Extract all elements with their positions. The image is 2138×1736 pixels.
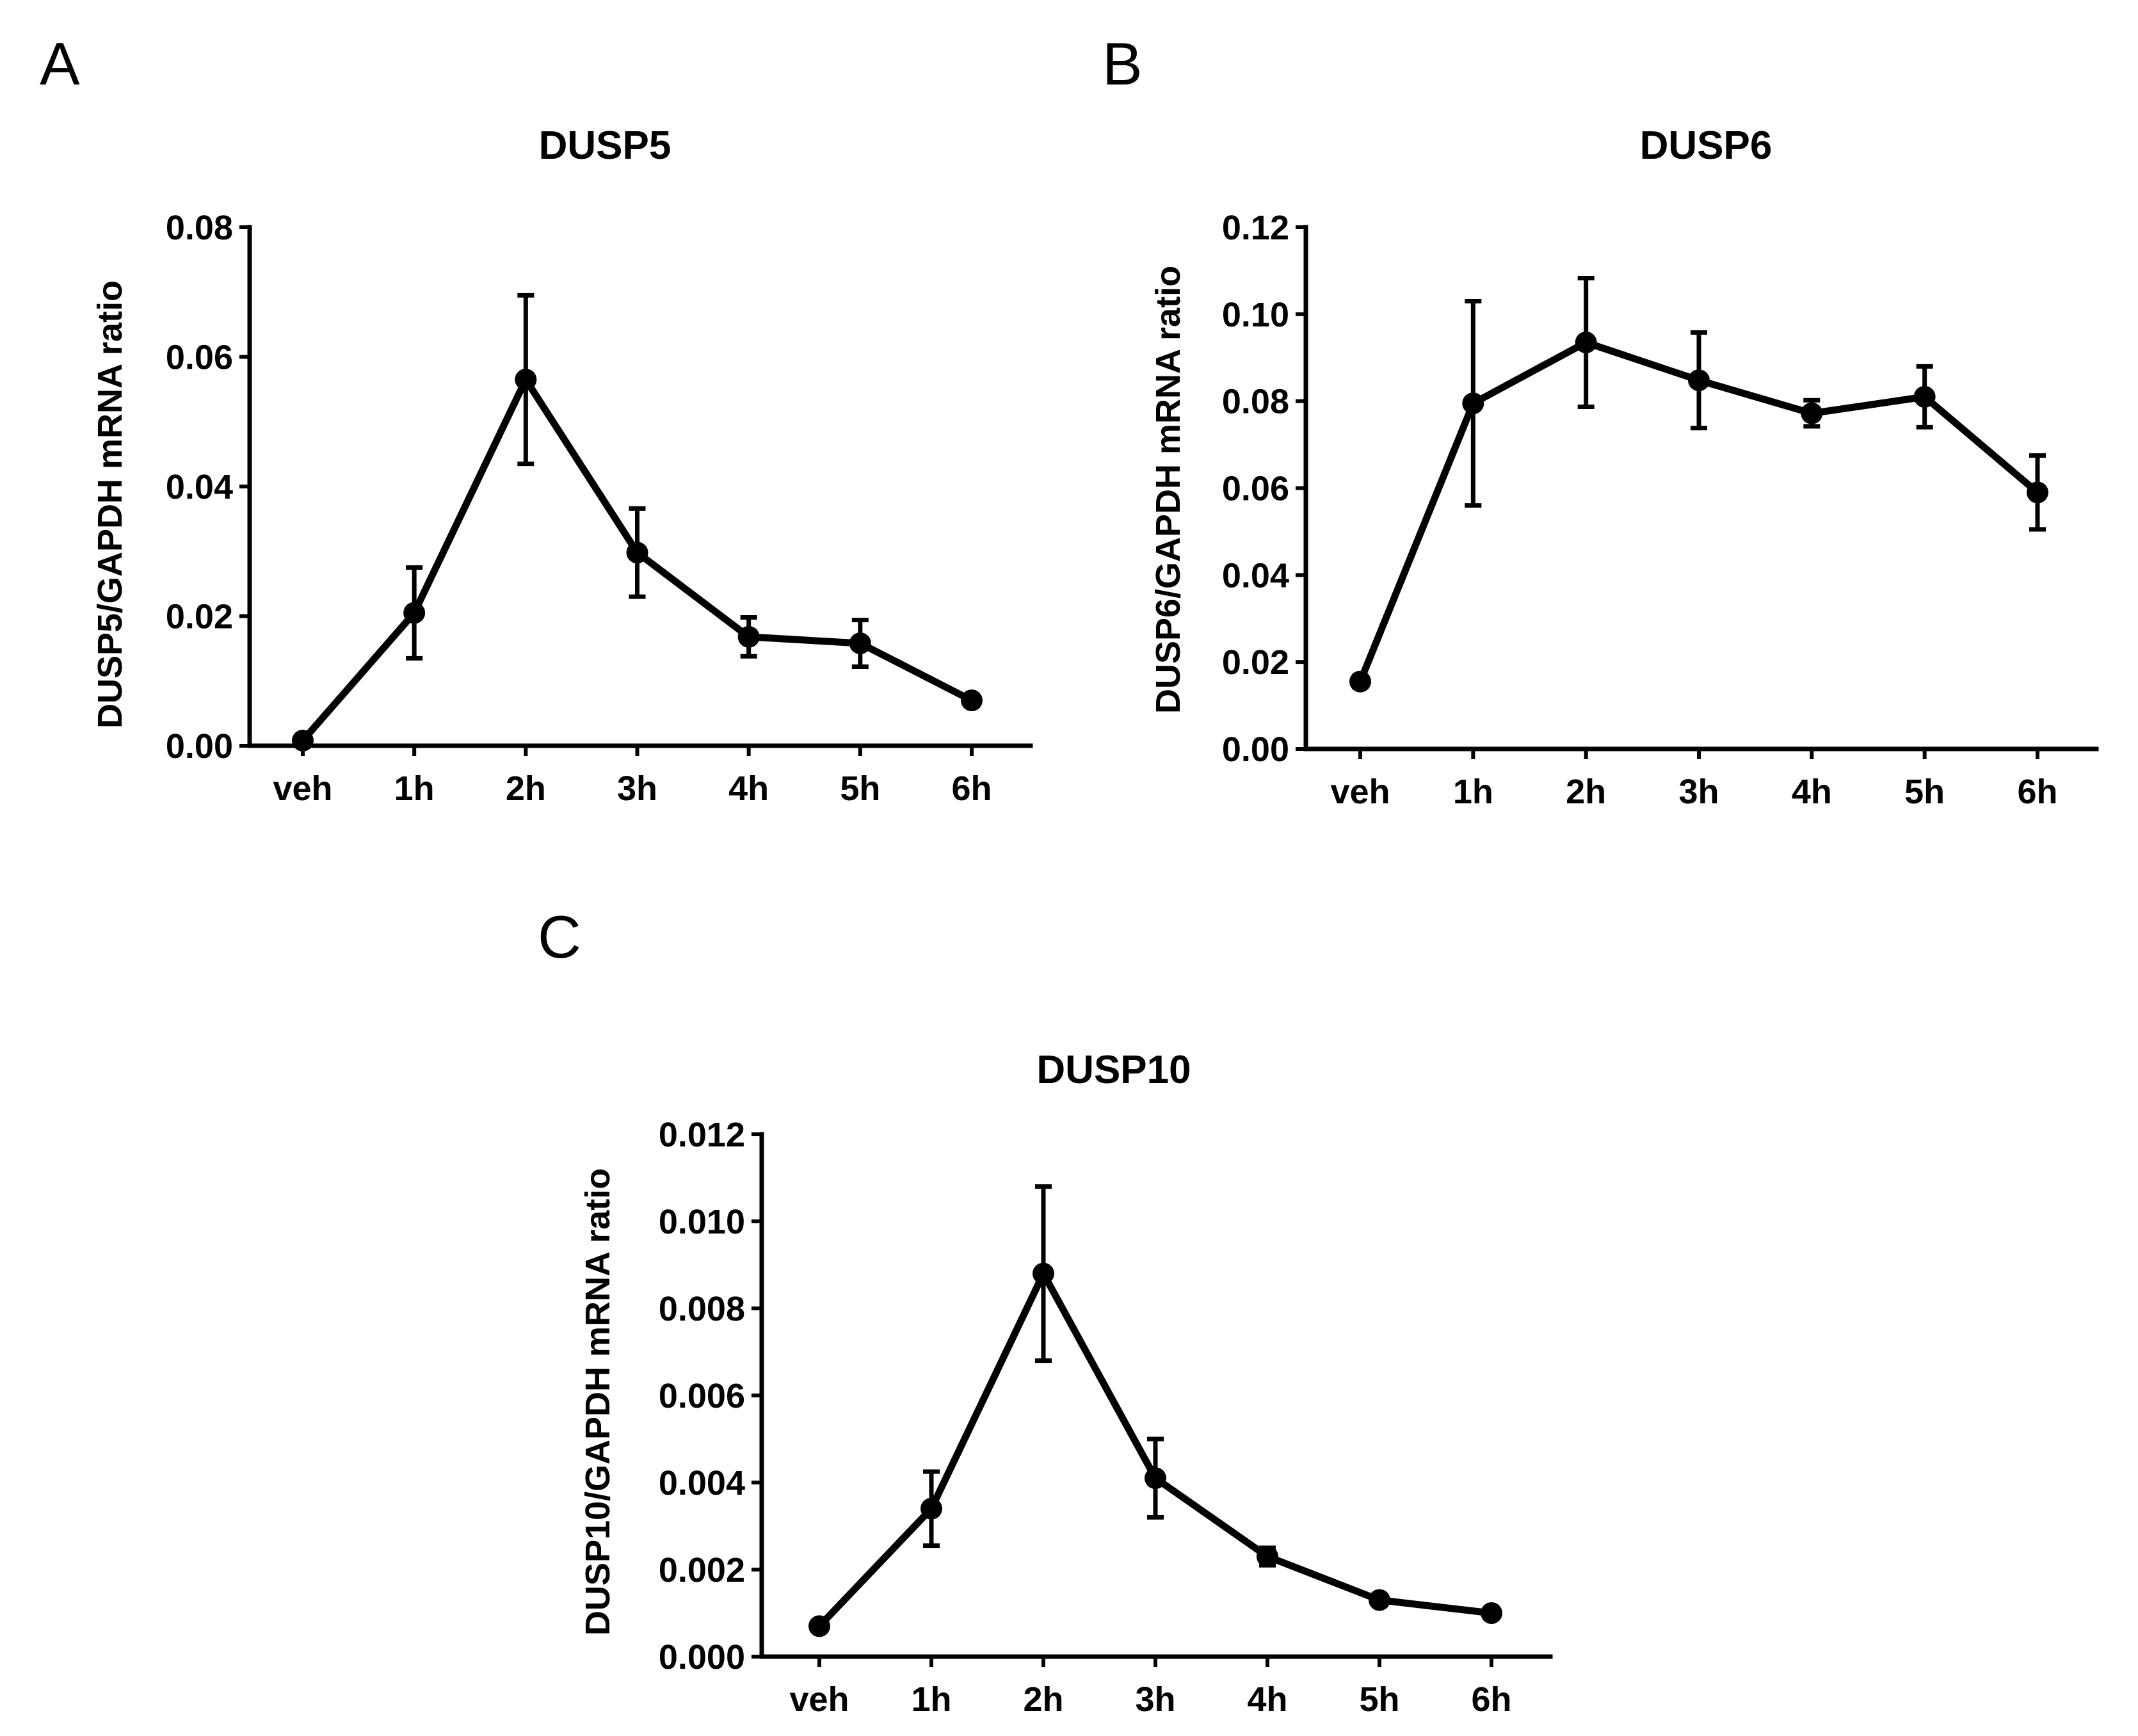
data-point-a [515,368,537,390]
y-tick-label-c: 0.002 [659,1551,745,1589]
data-point-b [1349,670,1371,693]
data-point-a [626,542,648,564]
y-tick-label-b: 0.00 [1222,730,1289,769]
chart-title-c: DUSP10 [1036,1048,1191,1092]
y-tick-label-b: 0.04 [1222,556,1289,595]
data-point-c [1481,1602,1502,1624]
data-point-b [1688,369,1710,392]
y-tick-label-b: 0.12 [1222,209,1289,247]
x-tick-label-c: veh [789,1680,849,1719]
x-tick-label-a: 5h [840,769,880,808]
panel-letter-b: B [1102,30,1143,97]
plot-area-b: 0.00 0.02 0.04 0.06 0.08 0.10 0.12 veh 1h 2h 3h 4h 5… [1222,209,2099,811]
x-tick-label-a: 3h [617,769,657,808]
x-tick-label-b: 5h [1904,773,1945,811]
data-point-c [920,1497,942,1520]
y-tick-label-b: 0.08 [1222,383,1289,421]
x-tick-label-b: 4h [1792,773,1832,811]
y-tick-label-a: 0.08 [166,209,233,247]
x-tick-label-c: 4h [1247,1680,1287,1719]
y-tick-label-c: 0.000 [659,1638,745,1676]
x-tick-label-a: 1h [394,769,435,808]
x-tick-label-b: 2h [1566,773,1606,811]
x-tick-label-b: veh [1330,773,1390,811]
x-tick-label-a: 2h [506,769,546,808]
y-tick-label-b: 0.02 [1222,643,1289,682]
x-tick-label-a: 4h [728,769,769,808]
y-tick-label-b: 0.06 [1222,470,1289,508]
y-tick-label-b: 0.10 [1222,296,1289,334]
x-tick-label-c: 1h [911,1680,951,1719]
data-point-c [1369,1589,1390,1611]
data-point-a [403,602,426,624]
panel-b: B DUSP6 DUSP6/GAPDH mRNA ratio 0.000.020… [1102,30,2099,811]
data-point-c [808,1615,830,1637]
panel-a: A DUSP5 DUSP5/GAPDH mRNA ratio 0.000.020… [40,30,1033,808]
data-point-a [961,689,983,712]
x-tick-label-b: 1h [1453,773,1493,811]
chart-title-a: DUSP5 [539,124,671,168]
data-point-a [737,625,760,648]
panel-c: C DUSP10 DUSP10/GAPDH mRNA ratio 0.0000.… [538,903,1553,1719]
x-tick-label-c: 3h [1135,1680,1175,1719]
y-axis-label-a: DUSP5/GAPDH mRNA ratio [91,280,129,728]
y-tick-label-c: 0.004 [659,1464,745,1502]
data-point-b [1462,392,1484,415]
y-tick-label-c: 0.008 [659,1290,745,1328]
data-point-b [1801,402,1823,424]
panel-letter-a: A [40,30,80,97]
x-tick-label-a: veh [273,769,332,808]
x-tick-label-c: 6h [1471,1680,1511,1719]
y-tick-label-c: 0.012 [659,1116,745,1154]
data-point-b [2027,481,2048,504]
y-tick-label-c: 0.006 [659,1377,745,1415]
data-point-c [1257,1545,1278,1568]
x-tick-label-c: 2h [1023,1680,1063,1719]
data-point-a [292,729,314,751]
y-tick-label-c: 0.010 [659,1203,745,1241]
data-point-a [849,632,871,655]
x-tick-label-c: 5h [1359,1680,1399,1719]
y-axis-label-b: DUSP6/GAPDH mRNA ratio [1149,266,1187,714]
x-tick-label-a: 6h [951,769,992,808]
x-tick-label-b: 3h [1678,773,1719,811]
panel-letter-c: C [538,903,581,970]
plot-area-a: 0.00 0.02 0.04 0.06 0.08 veh 1h 2h 3h 4h 5h 6h [166,209,1033,808]
y-tick-label-a: 0.02 [166,598,233,636]
x-tick-label-b: 6h [2017,773,2057,811]
data-point-b [1913,385,1936,408]
y-tick-label-a: 0.04 [166,468,233,506]
data-point-c [1033,1262,1054,1285]
y-axis-label-c: DUSP10/GAPDH mRNA ratio [579,1168,617,1636]
plot-area-c: 0.000 0.002 0.004 0.006 0.008 0.010 0.012 veh 1h… [659,1116,1553,1719]
data-point-c [1145,1467,1166,1490]
y-tick-label-a: 0.06 [166,339,233,377]
data-point-b [1575,331,1597,353]
y-tick-label-a: 0.00 [166,727,233,766]
chart-title-b: DUSP6 [1640,124,1772,168]
